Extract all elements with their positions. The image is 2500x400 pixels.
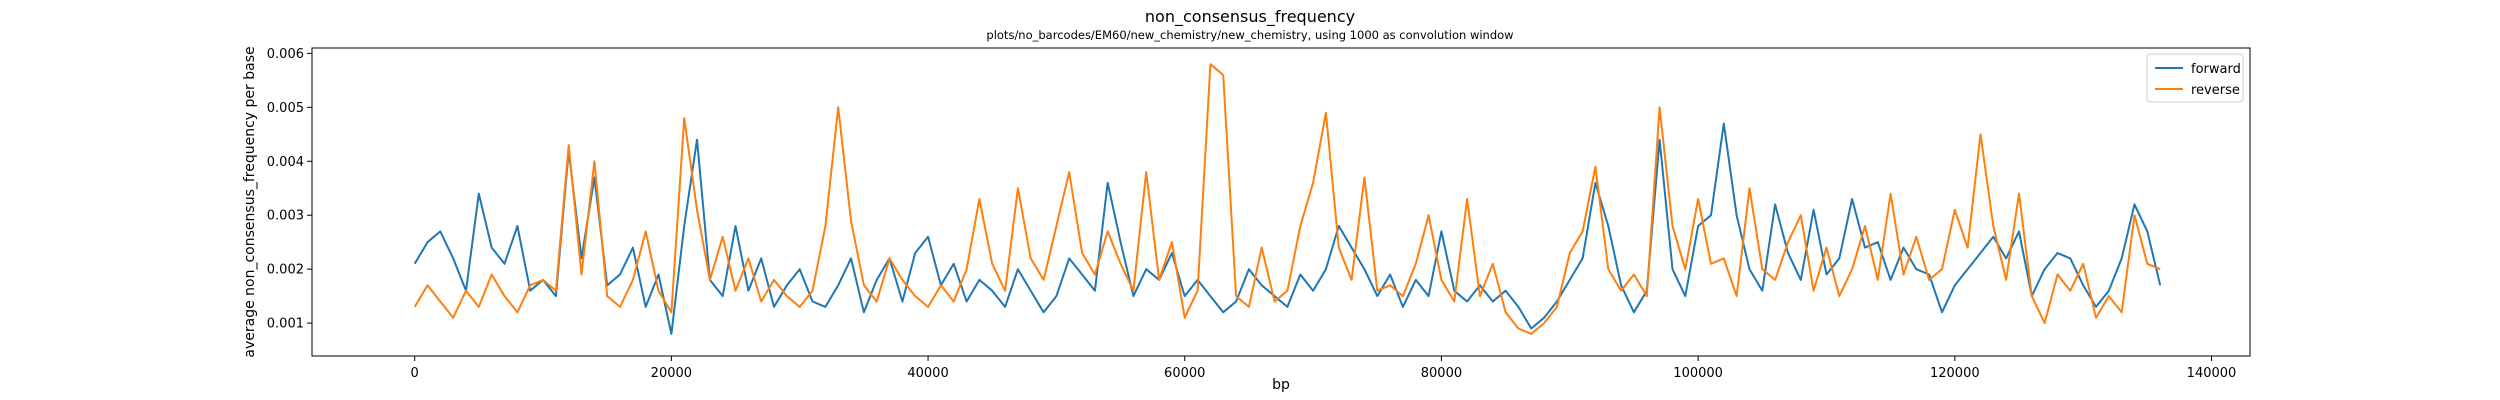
y-tick-label: 0.004 [267,155,304,170]
plot-frame [311,47,2251,357]
x-tick-label: 20000 [651,366,692,381]
y-tick-label: 0.003 [267,209,304,224]
x-tick-label: 60000 [1164,366,1205,381]
y-axis-label: average non_consensus_frequency per base [242,46,258,357]
y-tick-label: 0.006 [267,47,304,62]
x-tick-label: 40000 [907,366,948,381]
x-tick-label: 80000 [1421,366,1462,381]
legend-label-reverse: reverse [2191,83,2240,98]
x-tick-label: 120000 [1930,366,1980,381]
chart-title: non_consensus_frequency [1145,7,1355,27]
x-axis-ticks: 0 20000 40000 60000 80000 100000 120000 140000 [411,356,2237,381]
x-tick-label: 100000 [1673,366,1723,381]
legend-label-forward: forward [2191,62,2241,77]
x-axis-label: bp [1272,377,1290,393]
chart-subtitle: plots/no_barcodes/EM60/new_chemistry/new… [986,28,1513,42]
x-tick-label: 140000 [2187,366,2237,381]
series-lines [413,63,2162,335]
y-axis-ticks: 0.001 0.002 0.003 0.004 0.005 0.006 [267,47,312,332]
legend: forward reverse [2146,53,2244,103]
y-tick-label: 0.002 [267,263,304,278]
y-tick-label: 0.005 [267,101,304,116]
x-tick-label: 0 [411,366,419,381]
y-tick-label: 0.001 [267,317,304,332]
series-line-reverse [413,63,2161,335]
